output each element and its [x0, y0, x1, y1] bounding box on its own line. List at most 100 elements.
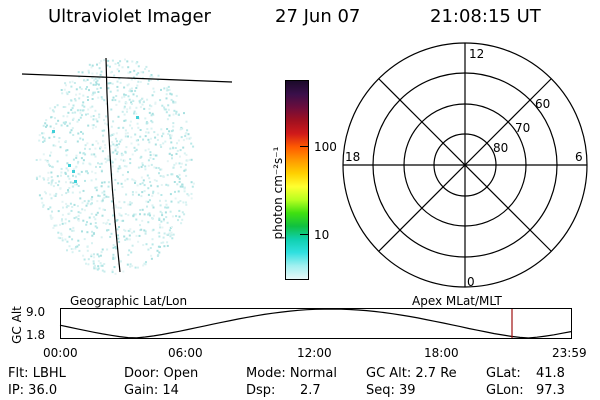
emission-pixel [38, 139, 41, 142]
emission-pixel [151, 121, 154, 124]
emission-pixel [116, 228, 119, 231]
emission-pixel [87, 113, 89, 115]
emission-pixel [86, 245, 89, 248]
emission-pixel [83, 258, 86, 261]
emission-pixel [143, 107, 146, 110]
emission-pixel [184, 132, 187, 135]
emission-pixel [86, 78, 89, 81]
emission-pixel [112, 256, 115, 259]
door-info: Door: Open [124, 366, 199, 381]
emission-pixel [65, 154, 68, 157]
emission-pixel [175, 94, 178, 97]
emission-pixel [99, 147, 101, 150]
emission-pixel [150, 163, 153, 166]
emission-pixel [74, 166, 77, 169]
emission-pixel [123, 235, 126, 238]
emission-pixel [156, 139, 159, 141]
emission-pixel [60, 219, 63, 222]
emission-pixel [96, 253, 99, 256]
emission-pixel [165, 111, 168, 114]
emission-pixel [93, 79, 96, 82]
emission-pixel [166, 118, 169, 121]
emission-pixel [35, 159, 38, 161]
emission-pixel [149, 247, 152, 249]
emission-pixel [94, 218, 97, 221]
emission-pixel [147, 131, 150, 134]
emission-pixel [126, 84, 129, 87]
emission-pixel [162, 241, 165, 244]
emission-pixel [97, 265, 100, 268]
emission-pixel [118, 240, 121, 243]
emission-pixel [163, 108, 166, 111]
emission-pixel [161, 226, 164, 229]
observation-time: 21:08:15 UT [430, 6, 541, 27]
emission-pixel [169, 193, 172, 196]
emission-pixel [129, 162, 132, 165]
emission-pixel [128, 90, 131, 93]
emission-pixel [35, 176, 38, 179]
emission-pixel [178, 209, 181, 212]
emission-pixel [147, 248, 150, 251]
emission-pixel [131, 178, 134, 181]
emission-pixel [181, 185, 184, 188]
emission-pixel [72, 229, 75, 232]
emission-pixel [165, 206, 168, 209]
emission-pixel [134, 150, 137, 152]
emission-pixel [65, 91, 68, 94]
emission-pixel [82, 162, 85, 165]
emission-pixel [129, 120, 132, 123]
emission-pixel [49, 107, 52, 110]
emission-pixel [116, 89, 119, 92]
emission-pixel [183, 190, 186, 193]
emission-pixel [72, 134, 75, 136]
mlt-label-12: 12 [469, 47, 484, 61]
emission-pixel [109, 144, 112, 147]
emission-pixel [159, 175, 162, 177]
emission-pixel [124, 129, 127, 132]
emission-pixel [113, 188, 116, 191]
emission-pixel [79, 211, 82, 214]
emission-pixel [179, 185, 182, 188]
emission-pixel [47, 208, 50, 211]
emission-pixel [93, 232, 95, 235]
emission-pixel [84, 153, 87, 156]
emission-pixel [70, 129, 73, 132]
emission-pixel [104, 144, 107, 147]
emission-pixel [123, 93, 126, 96]
emission-pixel [174, 197, 177, 200]
emission-pixel [190, 192, 193, 195]
emission-pixel [158, 235, 161, 238]
emission-pixel [118, 214, 121, 217]
emission-pixel [135, 191, 138, 194]
emission-pixel [135, 139, 138, 142]
emission-pixel [65, 192, 68, 195]
emission-pixel [177, 176, 180, 179]
emission-pixel [159, 226, 162, 229]
timeline-right-label: Apex MLat/MLT [412, 294, 502, 308]
emission-pixel [143, 184, 146, 187]
emission-pixel [140, 71, 143, 74]
latitude-line [105, 57, 121, 273]
emission-pixel [54, 117, 56, 120]
emission-pixel [75, 93, 78, 96]
emission-pixel [70, 108, 73, 111]
emission-pixel [71, 80, 74, 83]
emission-pixel [88, 63, 91, 66]
emission-pixel [139, 229, 142, 232]
emission-pixel [120, 219, 123, 222]
emission-pixel [148, 212, 151, 215]
emission-pixel [102, 208, 105, 211]
emission-pixel [123, 113, 126, 116]
emission-pixel [152, 153, 155, 156]
emission-pixel [158, 172, 160, 175]
emission-pixel [92, 83, 95, 86]
emission-pixel [86, 96, 89, 98]
emission-pixel [125, 146, 128, 149]
emission-pixel [60, 167, 63, 170]
emission-pixel [114, 137, 117, 140]
emission-pixel [38, 134, 41, 137]
emission-pixel [47, 163, 50, 166]
glon-value: 97.3 [536, 383, 565, 398]
emission-pixel [124, 101, 127, 103]
emission-pixel [97, 91, 100, 93]
